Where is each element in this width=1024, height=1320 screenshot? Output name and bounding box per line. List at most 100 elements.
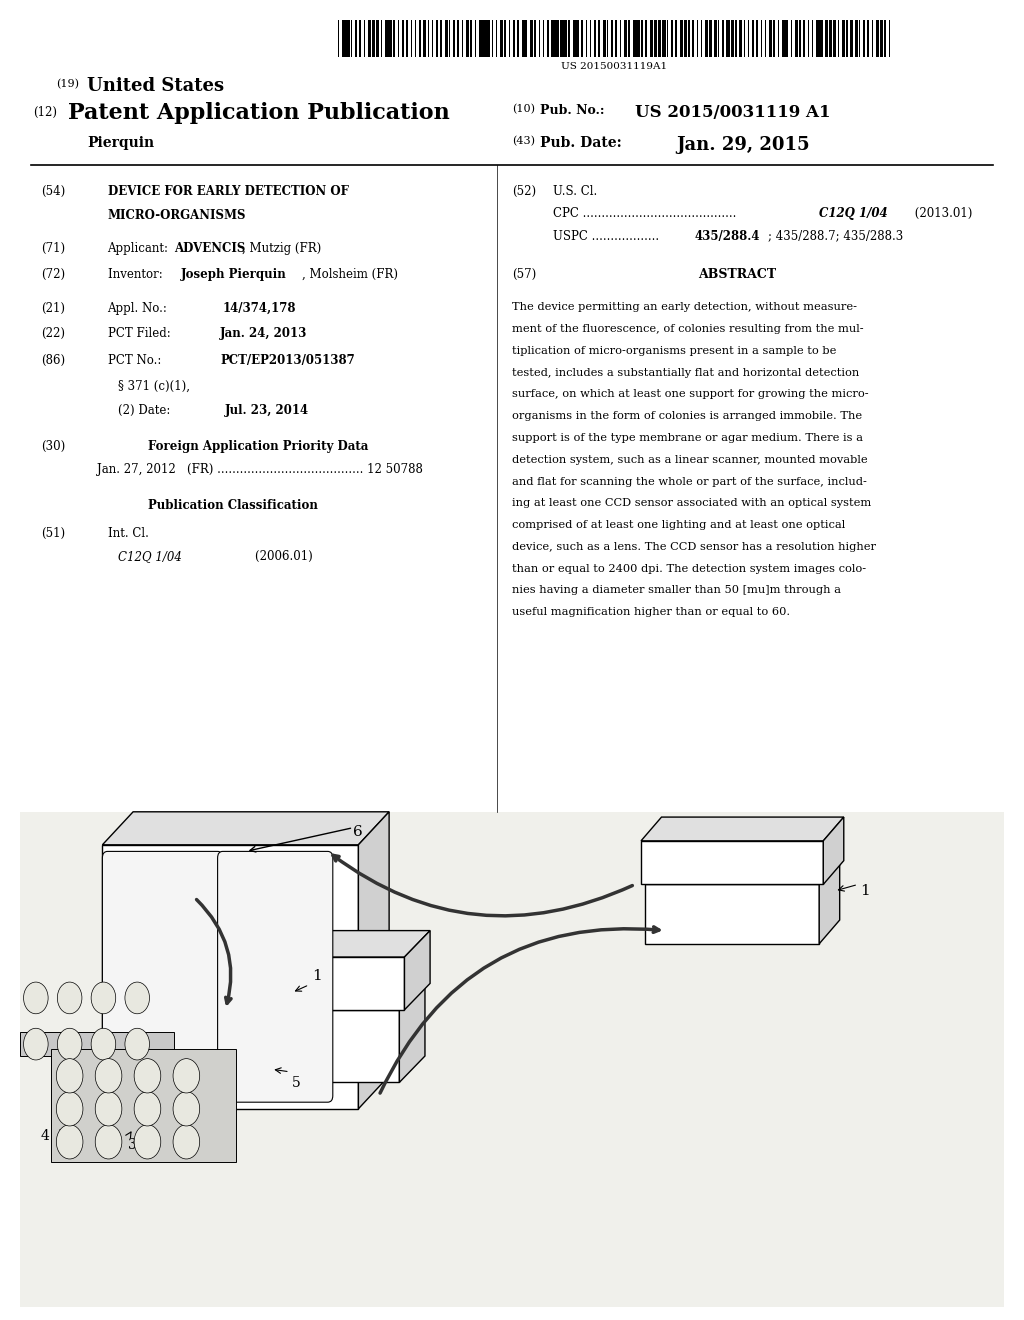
Text: The device permitting an early detection, without measure-: The device permitting an early detection… — [512, 302, 857, 313]
Text: U.S. Cl.: U.S. Cl. — [553, 185, 597, 198]
Text: device, such as a lens. The CCD sensor has a resolution higher: device, such as a lens. The CCD sensor h… — [512, 541, 876, 552]
Circle shape — [125, 1028, 150, 1060]
Bar — [629, 20, 630, 57]
Text: (30): (30) — [41, 440, 66, 453]
Bar — [654, 20, 657, 57]
Circle shape — [95, 1125, 122, 1159]
Text: Publication Classification: Publication Classification — [148, 499, 318, 512]
Bar — [174, 1010, 399, 1082]
Text: (52): (52) — [512, 185, 537, 198]
Bar — [586, 20, 587, 57]
Bar — [355, 20, 356, 57]
Bar — [20, 1032, 174, 1056]
Text: PCT Filed:: PCT Filed: — [108, 327, 197, 341]
Bar — [411, 20, 412, 57]
Bar — [667, 20, 669, 57]
Text: support is of the type membrane or agar medium. There is a: support is of the type membrane or agar … — [512, 433, 863, 444]
Bar — [505, 20, 506, 57]
Bar — [603, 20, 606, 57]
Bar — [714, 20, 717, 57]
Bar — [377, 20, 380, 57]
Circle shape — [173, 1092, 200, 1126]
Text: Joseph Pierquin: Joseph Pierquin — [181, 268, 287, 281]
Text: § 371 (c)(1),: § 371 (c)(1), — [118, 380, 189, 393]
Bar — [449, 20, 451, 57]
Bar — [513, 20, 514, 57]
Bar — [582, 20, 583, 57]
Bar — [842, 20, 845, 57]
Text: organisms in the form of colonies is arranged immobile. The: organisms in the form of colonies is arr… — [512, 412, 862, 421]
Text: than or equal to 2400 dpi. The detection system images colo-: than or equal to 2400 dpi. The detection… — [512, 564, 866, 574]
Bar — [496, 20, 498, 57]
Bar — [470, 20, 472, 57]
Bar — [624, 20, 627, 57]
Bar — [611, 20, 612, 57]
Bar — [346, 20, 349, 57]
Circle shape — [56, 1125, 83, 1159]
Bar — [752, 20, 754, 57]
Text: ; 435/288.7; 435/288.3: ; 435/288.7; 435/288.3 — [768, 230, 903, 243]
Bar — [846, 20, 848, 57]
Bar — [718, 20, 720, 57]
Polygon shape — [819, 861, 840, 944]
Text: DEVICE FOR EARLY DETECTION OF: DEVICE FOR EARLY DETECTION OF — [108, 185, 348, 198]
Text: tiplication of micro-organisms present in a sample to be: tiplication of micro-organisms present i… — [512, 346, 837, 356]
Bar — [530, 20, 534, 57]
Bar — [598, 20, 600, 57]
Polygon shape — [823, 817, 844, 884]
Bar — [731, 20, 734, 57]
Text: , Molsheim (FR): , Molsheim (FR) — [302, 268, 398, 281]
Text: Appl. No.:: Appl. No.: — [108, 302, 194, 315]
Circle shape — [24, 982, 48, 1014]
Bar — [428, 20, 429, 57]
Bar — [735, 20, 736, 57]
Text: (57): (57) — [512, 268, 537, 281]
Bar — [804, 20, 805, 57]
Text: USPC ..................: USPC .................. — [553, 230, 663, 243]
Bar — [169, 957, 404, 1010]
Bar — [777, 20, 779, 57]
Bar — [389, 20, 392, 57]
Text: 5: 5 — [292, 1076, 301, 1090]
Bar — [757, 20, 758, 57]
Bar — [885, 20, 886, 57]
Bar — [658, 20, 662, 57]
Text: Jan. 27, 2012   (FR) ....................................... 12 50788: Jan. 27, 2012 (FR) .....................… — [97, 463, 423, 477]
Circle shape — [56, 1092, 83, 1126]
Circle shape — [91, 982, 116, 1014]
Bar — [539, 20, 540, 57]
Bar — [795, 20, 798, 57]
Text: (21): (21) — [41, 302, 65, 315]
Text: (86): (86) — [41, 354, 66, 367]
Bar — [722, 20, 724, 57]
Bar — [407, 20, 408, 57]
Polygon shape — [102, 812, 389, 845]
Bar — [680, 20, 683, 57]
Text: US 20150031119A1: US 20150031119A1 — [561, 62, 668, 71]
Circle shape — [24, 1028, 48, 1060]
Text: useful magnification higher than or equal to 60.: useful magnification higher than or equa… — [512, 607, 791, 618]
Bar — [871, 20, 873, 57]
Text: 14/374,178: 14/374,178 — [222, 302, 296, 315]
Text: comprised of at least one lighting and at least one optical: comprised of at least one lighting and a… — [512, 520, 845, 531]
Bar — [863, 20, 864, 57]
Polygon shape — [174, 983, 425, 1010]
Bar — [415, 20, 417, 57]
Bar — [808, 20, 809, 57]
Text: Applicant:: Applicant: — [108, 242, 172, 255]
Bar — [791, 20, 793, 57]
Text: 1: 1 — [860, 884, 870, 899]
Bar — [726, 20, 729, 57]
Bar — [645, 884, 819, 944]
Polygon shape — [169, 931, 430, 957]
Bar — [889, 20, 890, 57]
Bar — [525, 20, 527, 57]
Bar — [458, 20, 459, 57]
Bar — [500, 20, 503, 57]
Text: C12Q 1/04: C12Q 1/04 — [819, 207, 888, 220]
Circle shape — [95, 1092, 122, 1126]
Bar — [509, 20, 510, 57]
Bar — [393, 20, 395, 57]
Bar — [615, 20, 617, 57]
Bar — [423, 20, 426, 57]
